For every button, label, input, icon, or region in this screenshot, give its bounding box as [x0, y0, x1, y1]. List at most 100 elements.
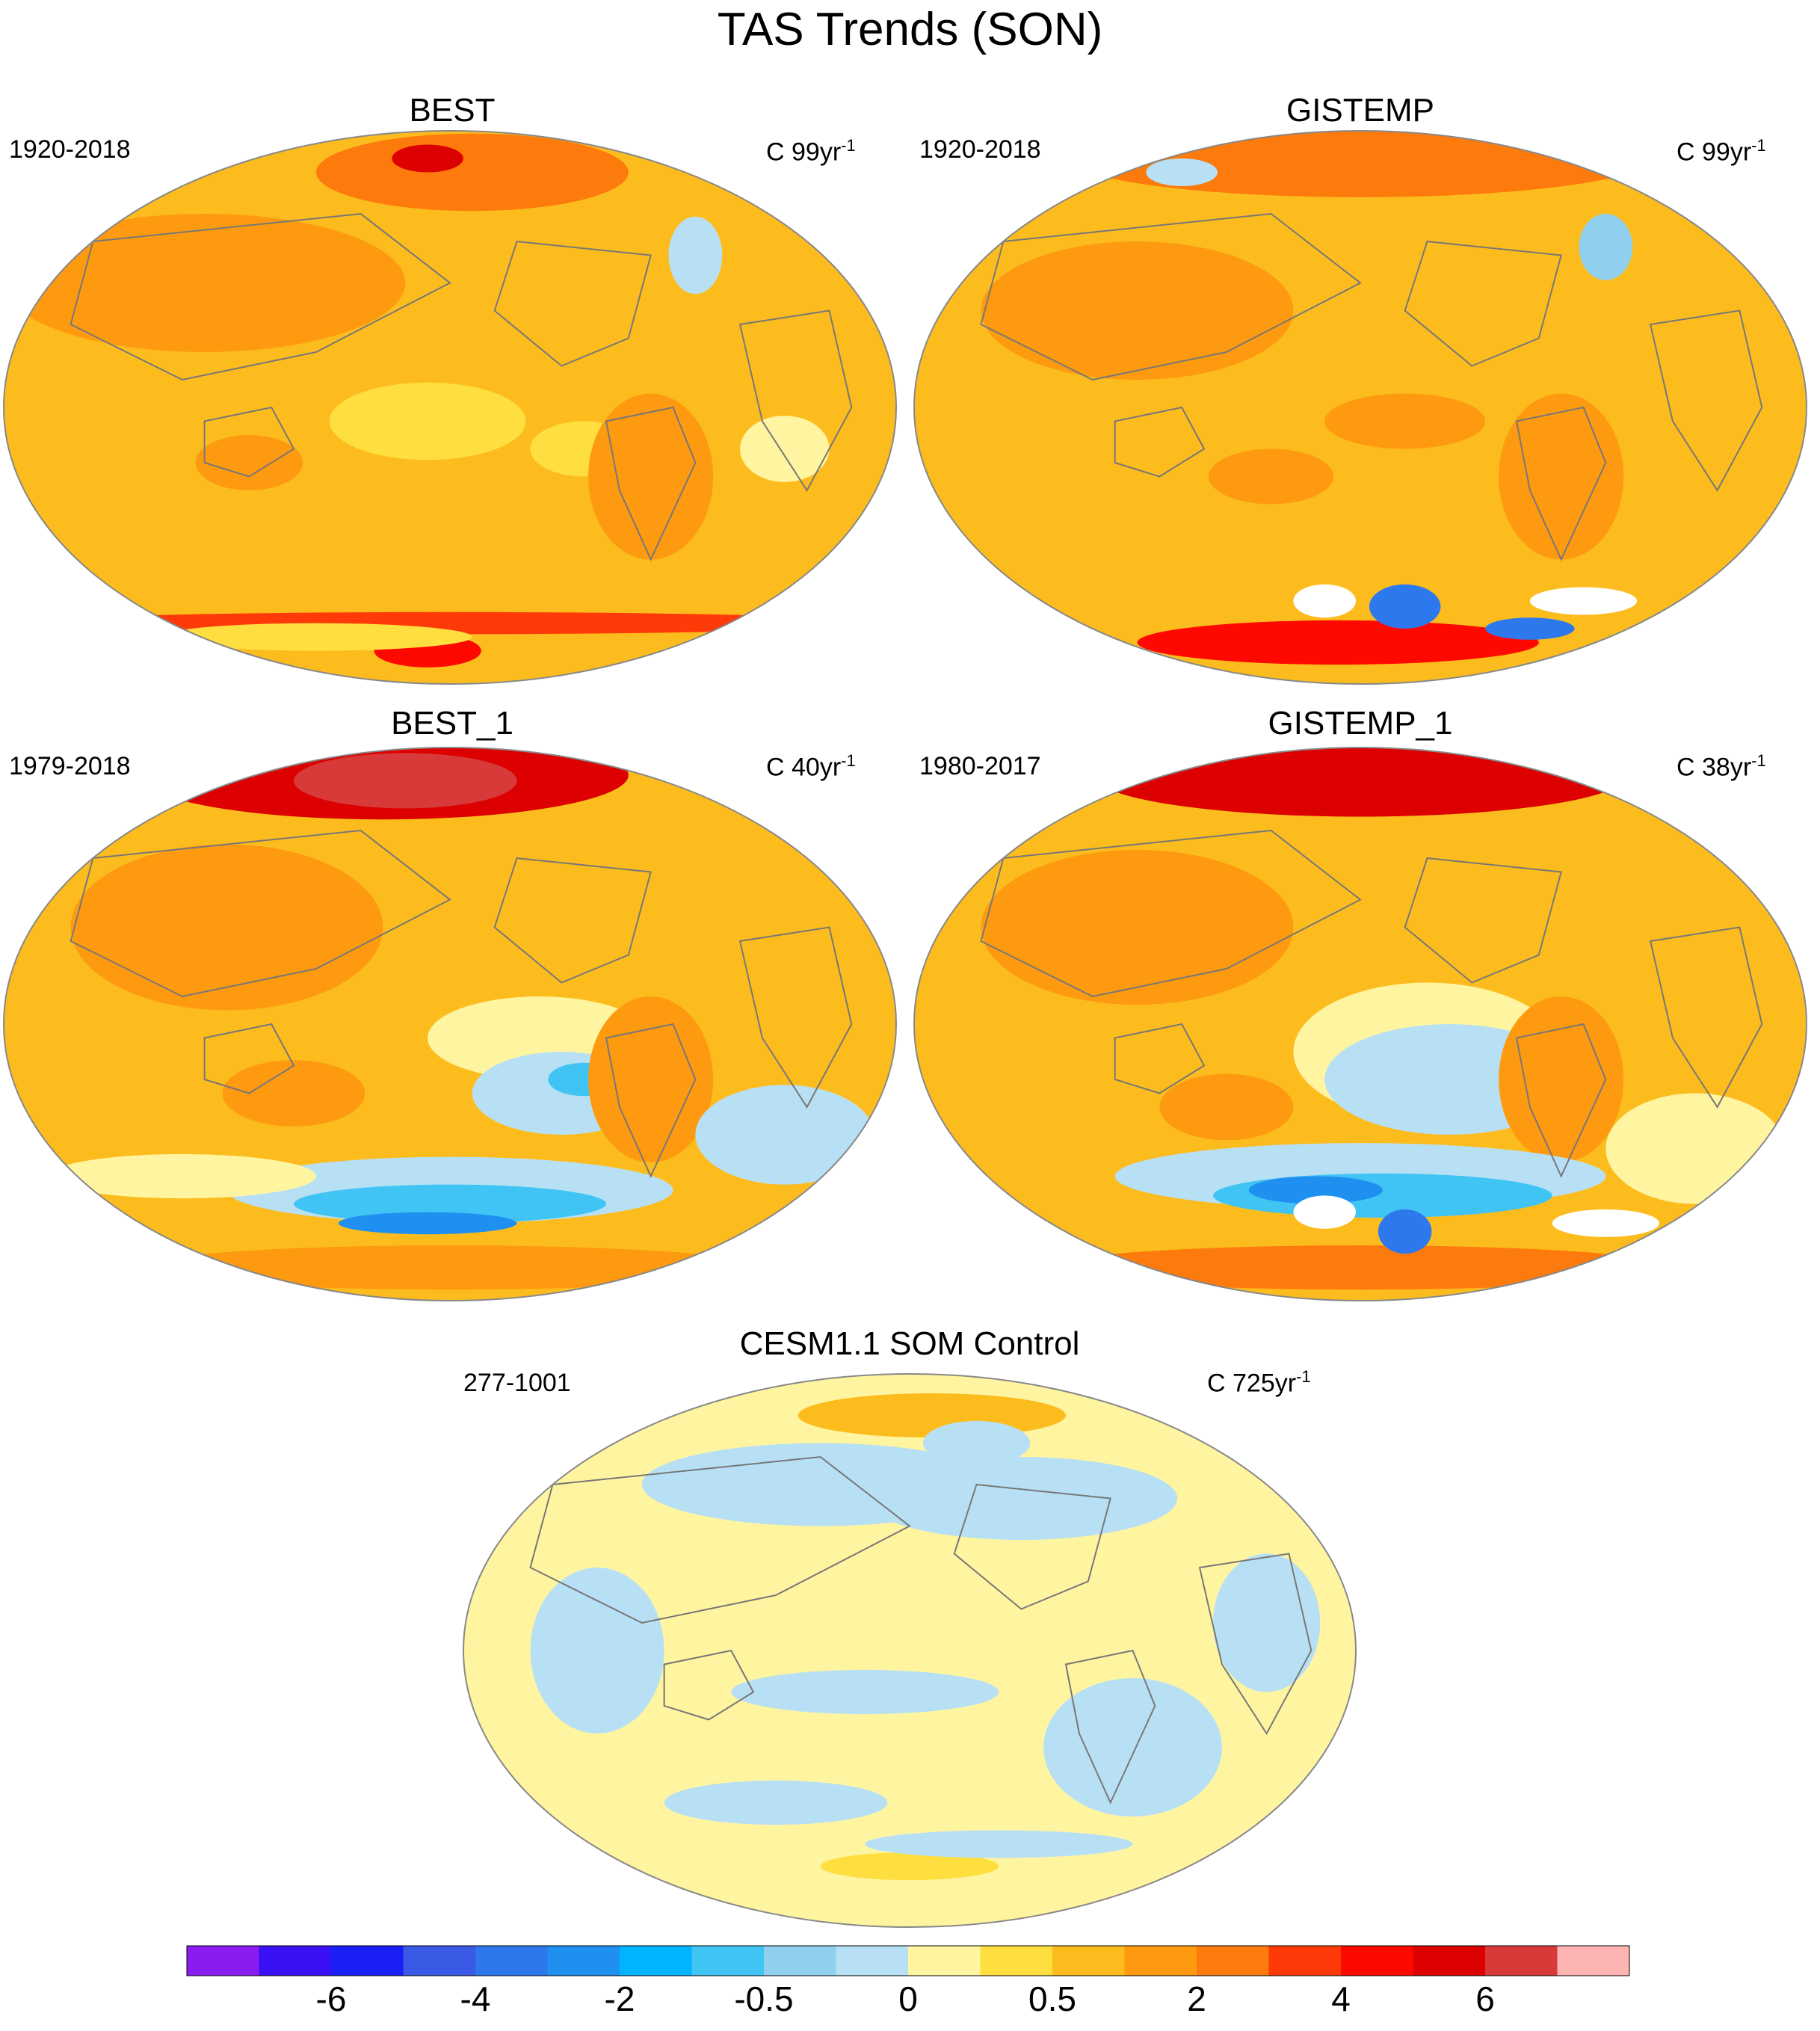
- map-gistemp1-region: [1378, 1209, 1432, 1254]
- colorbar-swatch: [403, 1946, 476, 1976]
- colorbar-swatch: [1413, 1946, 1486, 1976]
- map-best: [4, 131, 896, 684]
- map-best-region: [740, 416, 830, 482]
- map-gistemp1-border: [913, 747, 1807, 1301]
- map-gistemp-region: [1499, 393, 1624, 560]
- colorbar-swatch: [1485, 1946, 1558, 1976]
- map-best-border: [3, 130, 897, 685]
- map-gistemp-region: [1485, 617, 1575, 640]
- colorbar-swatch: [764, 1946, 836, 1976]
- colorbar-tick-label: -0.5: [734, 1979, 794, 2018]
- map-gistemp-region: [1209, 449, 1334, 505]
- colorbar-swatch: [187, 1946, 259, 1976]
- colorbar-swatch: [547, 1946, 620, 1976]
- colorbar-swatch: [836, 1946, 909, 1976]
- map-gistemp-region: [1137, 620, 1539, 665]
- colorbar-tick-label: 0.5: [1028, 1979, 1076, 2018]
- map-gistemp-region: [1146, 158, 1218, 186]
- map-cesm-region: [922, 1420, 1031, 1466]
- panel-title-gistemp: GISTEMP: [1286, 92, 1435, 129]
- period-label-gistemp: 1920-2018: [919, 135, 1041, 164]
- map-best-region: [668, 216, 723, 295]
- units-label-gistemp1: C 38yr-1: [1676, 751, 1766, 782]
- map-best1-region: [294, 1184, 606, 1224]
- colorbar-swatch: [1052, 1946, 1125, 1976]
- map-cesm-region: [820, 1852, 999, 1881]
- colorbar-swatch: [620, 1946, 692, 1976]
- units-label-best: C 99yr-1: [766, 136, 856, 167]
- map-gistemp1-region: [1159, 1073, 1294, 1141]
- map-cesm-border: [463, 1373, 1357, 1928]
- colorbar-tick-label: 0: [898, 1979, 918, 2018]
- map-best1-region: [588, 996, 714, 1162]
- map-gistemp1-region: [1499, 996, 1624, 1162]
- map-gistemp-region: [1579, 214, 1633, 280]
- map-best1-coastline: [70, 829, 853, 1178]
- map-gistemp-region: [1529, 587, 1638, 615]
- colorbar-swatch: [1557, 1946, 1630, 1976]
- map-cesm-region: [865, 1457, 1178, 1540]
- map-best-region: [315, 133, 629, 212]
- colorbar-swatch: [1268, 1946, 1342, 1976]
- map-best-region: [195, 435, 303, 490]
- main-title: TAS Trends (SON): [717, 4, 1103, 55]
- map-gistemp-coastline: [980, 212, 1763, 561]
- period-label-gistemp1: 1980-2017: [919, 752, 1041, 780]
- map-best1-region: [222, 1060, 365, 1127]
- map-gistemp-region: [1324, 393, 1486, 449]
- map-gistemp-border: [913, 130, 1807, 685]
- map-cesm-region: [1212, 1553, 1321, 1692]
- map-gistemp-region: [1293, 584, 1357, 618]
- map-best1-region: [294, 753, 517, 809]
- period-label-best: 1920-2018: [9, 135, 131, 164]
- colorbar-swatch: [259, 1946, 332, 1976]
- units-label-gistemp: C 99yr-1: [1676, 136, 1766, 167]
- map-gistemp1-region: [981, 849, 1294, 1005]
- colorbar-tick-label: 4: [1331, 1979, 1351, 2018]
- map-best1-border: [3, 747, 897, 1301]
- map-cesm-region: [1043, 1678, 1222, 1816]
- map-best1-region: [70, 844, 383, 1011]
- map-best1-region: [695, 1085, 874, 1185]
- map-gistemp1: [914, 748, 1807, 1301]
- colorbar-swatch: [1124, 1946, 1197, 1976]
- period-label-best1: 1979-2018: [9, 752, 131, 780]
- map-gistemp1-region: [1048, 1245, 1673, 1290]
- colorbar-swatch: [1197, 1946, 1269, 1976]
- colorbar-swatch: [331, 1946, 404, 1976]
- colorbar-tick-label: -2: [604, 1979, 635, 2018]
- units-label-best1: C 40yr-1: [766, 751, 856, 782]
- map-gistemp1-region: [1552, 1209, 1659, 1237]
- map-best-region: [4, 214, 406, 352]
- panel-title-cesm: CESM1.1 SOM Control: [739, 1325, 1080, 1362]
- map-gistemp1-region: [1605, 1093, 1785, 1204]
- panel-title-best: BEST: [409, 92, 496, 129]
- map-best-region: [392, 144, 463, 173]
- map-best1: [4, 748, 896, 1301]
- colorbar-frame: [186, 1945, 1630, 1976]
- colorbar-swatch: [475, 1946, 548, 1976]
- map-gistemp1-region: [1092, 748, 1629, 817]
- colorbar-tick-label: -6: [315, 1979, 347, 2018]
- map-best-coastline: [70, 212, 853, 561]
- colorbar-tick-label: -4: [460, 1979, 491, 2018]
- map-best-region: [588, 393, 714, 560]
- period-label-cesm: 277-1001: [463, 1369, 571, 1397]
- map-cesm-region: [664, 1780, 888, 1825]
- map-gistemp1-region: [1248, 1176, 1383, 1204]
- panel-title-gistemp1: GISTEMP_1: [1268, 705, 1453, 742]
- colorbar-swatch: [980, 1946, 1053, 1976]
- colorbar: [186, 1945, 1630, 1976]
- map-best1-region: [138, 1245, 762, 1290]
- map-best1-region: [48, 1153, 316, 1199]
- map-gistemp1-coastline: [980, 829, 1763, 1178]
- colorbar-swatch: [691, 1946, 765, 1976]
- map-cesm-region: [530, 1568, 664, 1733]
- colorbar-tick-label: 2: [1187, 1979, 1206, 2018]
- map-cesm-region: [731, 1669, 999, 1715]
- colorbar-swatch: [908, 1946, 981, 1976]
- units-label-cesm: C 725yr-1: [1207, 1367, 1311, 1398]
- map-gistemp-region: [981, 241, 1294, 380]
- map-cesm-coastline: [529, 1455, 1312, 1805]
